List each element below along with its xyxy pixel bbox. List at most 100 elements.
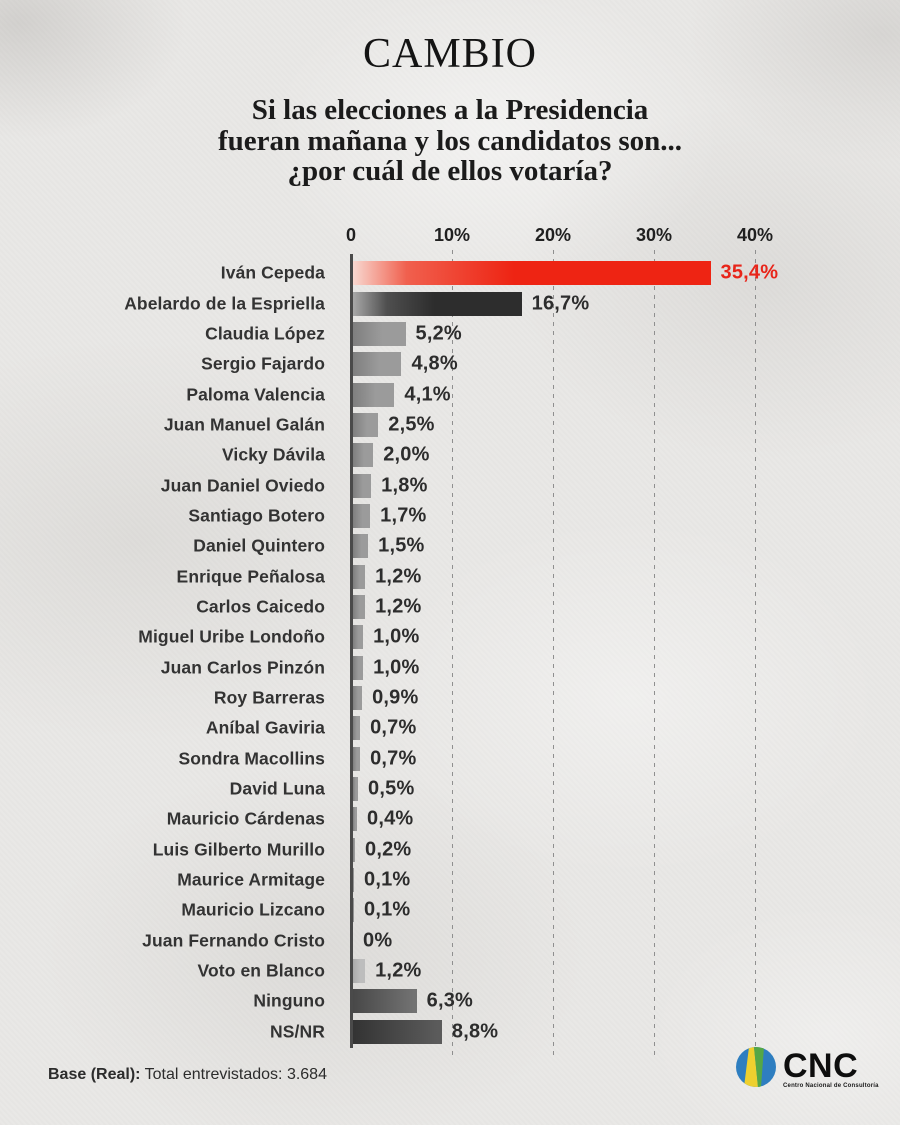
candidate-label: Voto en Blanco: [197, 960, 325, 981]
bar-row: Voto en Blanco 1,2%: [0, 956, 900, 986]
candidate-label: Mauricio Cárdenas: [166, 808, 325, 829]
chart-title-line-2: fueran mañana y los candidatos son...: [217, 124, 683, 157]
candidate-label: Sondra Macollins: [178, 748, 325, 769]
value-label: 5,2%: [415, 322, 462, 345]
value-label: 1,2%: [375, 595, 422, 618]
bar-row: Sondra Macollins 0,7%: [0, 744, 900, 774]
value-label: 1,8%: [381, 474, 428, 497]
value-label: 16,7%: [531, 292, 590, 315]
chart-title: Si las elecciones a la Presidencia fuera…: [0, 95, 900, 187]
bar-row: Claudia López 5,2%: [0, 319, 900, 349]
cambio-logo: CAMBIO: [362, 31, 538, 77]
candidate-label: Maurice Armitage: [177, 869, 325, 890]
candidate-label: Miguel Uribe Londoño: [138, 626, 325, 647]
value-label: 0,7%: [370, 747, 417, 770]
bar: [353, 807, 358, 832]
bar-row: Sergio Fajardo 4,8%: [0, 349, 900, 379]
value-label: 2,0%: [383, 443, 430, 466]
bar-row: Luis Gilberto Murillo 0,2%: [0, 835, 900, 865]
bar-row: Iván Cepeda 35,4%: [0, 258, 900, 288]
value-label: 1,2%: [375, 565, 422, 588]
bar-row: Maurice Armitage 0,1%: [0, 865, 900, 895]
bar-row: Daniel Quintero 1,5%: [0, 531, 900, 561]
value-label: 2,5%: [388, 413, 435, 436]
value-label: 1,7%: [380, 504, 427, 527]
bar: [353, 534, 369, 559]
value-label: 0,9%: [372, 686, 419, 709]
bar-row: Santiago Botero 1,7%: [0, 501, 900, 531]
candidate-label: Claudia López: [205, 323, 325, 344]
chart-title-line-3: ¿por cuál de ellos votaría?: [287, 155, 613, 187]
bar: [353, 959, 366, 984]
bar-row: Enrique Peñalosa 1,2%: [0, 561, 900, 591]
bar: [353, 716, 361, 741]
base-note: Base (Real): Total entrevistados: 3.684: [48, 1066, 327, 1084]
candidate-label: Juan Manuel Galán: [163, 414, 325, 435]
bar-row: Mauricio Cárdenas 0,4%: [0, 804, 900, 834]
candidate-label: Abelardo de la Espriella: [124, 293, 325, 314]
bar-row: Juan Carlos Pinzón 1,0%: [0, 652, 900, 682]
bar: [353, 1019, 442, 1044]
tick-label: 30%: [635, 225, 673, 245]
candidate-label: Juan Fernando Cristo: [142, 930, 325, 951]
bar: [353, 564, 366, 589]
candidate-label: Vicky Dávila: [221, 444, 325, 465]
candidate-label: Luis Gilberto Murillo: [152, 839, 325, 860]
bar: [353, 473, 372, 498]
candidate-label: Paloma Valencia: [186, 384, 325, 405]
grid-line: [451, 250, 453, 1056]
bar: [353, 989, 417, 1014]
cnc-logo-text: CNC Centro Nacional de Consultoría: [783, 1047, 879, 1089]
bar-chart: Iván Cepeda 35,4% Abelardo de la Espriella…: [0, 258, 900, 1047]
bar-row: Miguel Uribe Londoño 1,0%: [0, 622, 900, 652]
value-label: 8,8%: [451, 1020, 499, 1043]
bar-row: Juan Fernando Cristo 0%: [0, 926, 900, 956]
bar-row: Mauricio Lizcano 0,1%: [0, 895, 900, 925]
value-label: 0,5%: [368, 777, 415, 800]
candidate-label: Juan Carlos Pinzón: [160, 657, 325, 678]
candidate-label: Mauricio Lizcano: [181, 899, 325, 920]
bar: [353, 261, 711, 286]
bar-row: Juan Daniel Oviedo 1,8%: [0, 470, 900, 500]
tick-label: 10%: [433, 225, 471, 245]
tick-label: 40%: [736, 225, 774, 245]
bar: [353, 868, 354, 893]
value-label: 1,2%: [375, 959, 422, 982]
x-axis-ticks: 0 10% 20% 30% 40%: [0, 225, 900, 247]
value-label: 6,3%: [426, 989, 474, 1012]
base-note-label: Base (Real):: [48, 1066, 141, 1083]
value-label: 0,4%: [367, 807, 414, 830]
value-label: 1,0%: [373, 625, 420, 648]
bar: [353, 685, 363, 710]
candidate-label: NS/NR: [270, 1021, 325, 1042]
candidate-label: Santiago Botero: [188, 505, 325, 526]
candidate-label: Enrique Peñalosa: [176, 566, 325, 587]
bar: [353, 837, 356, 862]
value-label: 0,1%: [364, 898, 411, 921]
bar: [353, 777, 359, 802]
bar: [353, 655, 364, 680]
candidate-label: David Luna: [229, 778, 325, 799]
y-axis-line: [350, 254, 353, 1048]
bar: [353, 746, 361, 771]
bar: [353, 503, 371, 528]
cnc-logo-name: CNC: [783, 1047, 859, 1085]
grid-line: [754, 250, 756, 1056]
base-note-text: Total entrevistados: 3.684: [144, 1066, 327, 1083]
candidate-label: Ninguno: [253, 990, 325, 1011]
candidate-label: Sergio Fajardo: [201, 353, 325, 374]
bar: [353, 443, 374, 468]
cnc-circle-icon: [736, 1047, 776, 1087]
bar: [353, 382, 395, 407]
bar-row: Paloma Valencia 4,1%: [0, 379, 900, 409]
bar: [353, 594, 366, 619]
grid-line: [653, 250, 655, 1056]
bar-row: Carlos Caicedo 1,2%: [0, 592, 900, 622]
bar-row: Vicky Dávila 2,0%: [0, 440, 900, 470]
value-label: 35,4%: [720, 261, 779, 284]
tick-label: 20%: [534, 225, 572, 245]
candidate-label: Juan Daniel Oviedo: [160, 475, 325, 496]
tick-label: 0: [345, 225, 357, 245]
value-label: 0,2%: [365, 838, 412, 861]
